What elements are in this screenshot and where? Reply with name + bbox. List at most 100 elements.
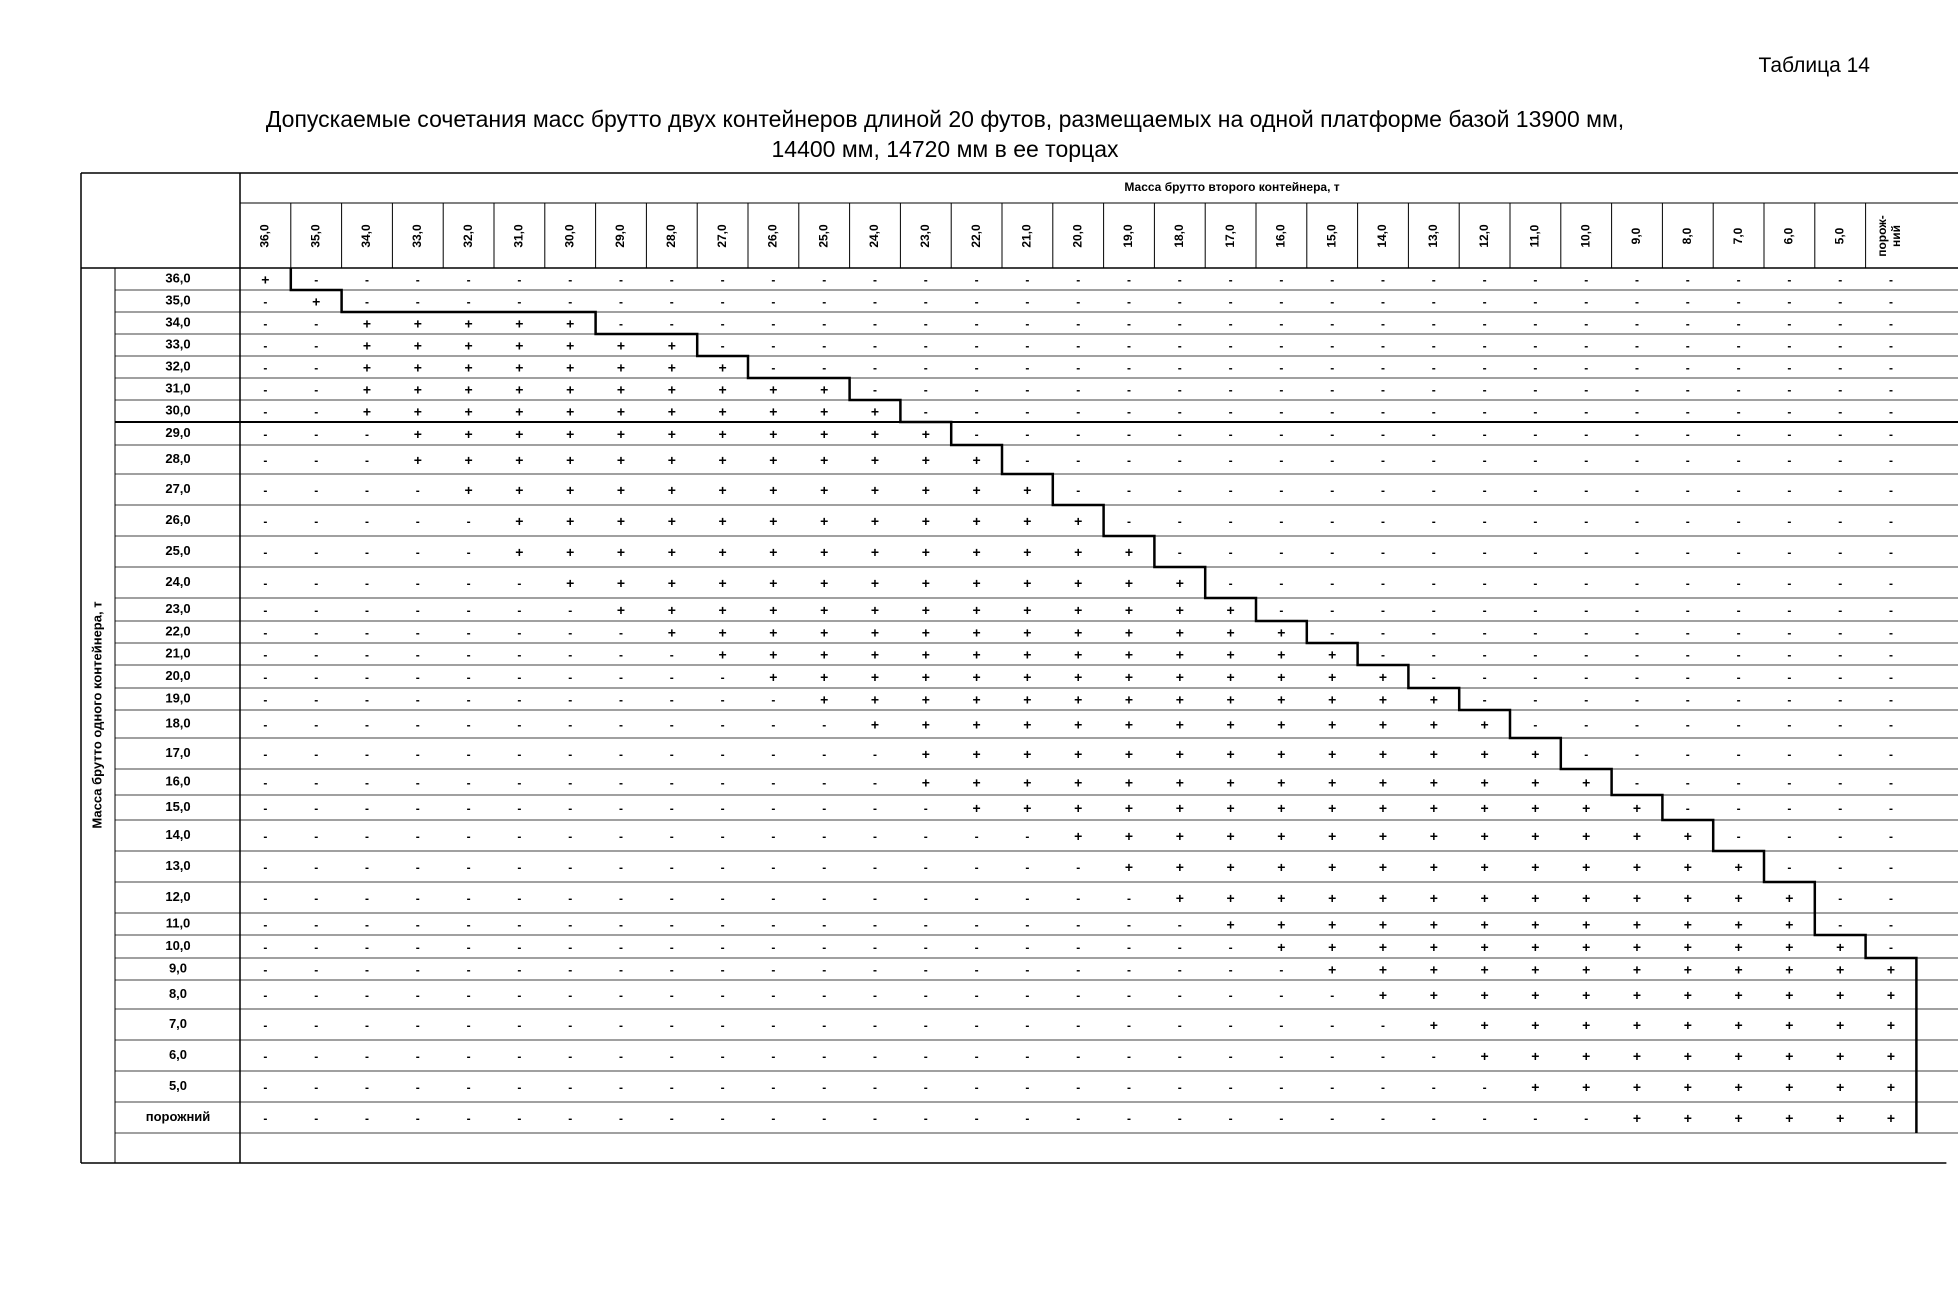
cell-disallowed: - — [873, 802, 877, 816]
cell-disallowed: - — [822, 892, 826, 906]
cell-disallowed: - — [1279, 1019, 1283, 1033]
cell-disallowed: - — [365, 1081, 369, 1095]
cell-allowed: + — [1684, 939, 1692, 955]
cell-disallowed: - — [670, 861, 674, 875]
cell-disallowed: - — [1025, 1019, 1029, 1033]
cell-disallowed: - — [822, 1081, 826, 1095]
cell-allowed: + — [820, 426, 828, 442]
cell-allowed: + — [1582, 775, 1590, 791]
cell-allowed: + — [1735, 939, 1743, 955]
cell-disallowed: - — [314, 963, 318, 977]
cell-disallowed: - — [1229, 963, 1233, 977]
cell-disallowed: - — [771, 830, 775, 844]
cell-allowed: + — [1227, 800, 1235, 816]
cell-allowed: + — [871, 513, 879, 529]
cell-disallowed: - — [314, 648, 318, 662]
cell-disallowed: - — [568, 604, 572, 618]
cell-allowed: + — [1836, 962, 1844, 978]
column-mass-label: 20,0 — [1070, 224, 1084, 248]
cell-disallowed: - — [1838, 546, 1842, 560]
cell-disallowed: - — [873, 1050, 877, 1064]
row-mass-label: 20,0 — [165, 668, 190, 683]
cell-disallowed: - — [365, 748, 369, 762]
cell-disallowed: - — [1838, 626, 1842, 640]
cell-allowed: + — [1481, 828, 1489, 844]
cell-allowed: + — [1836, 987, 1844, 1003]
cell-disallowed: - — [1076, 989, 1080, 1003]
cell-disallowed: - — [670, 776, 674, 790]
cell-disallowed: - — [365, 577, 369, 591]
cell-disallowed: - — [619, 693, 623, 707]
cell-allowed: + — [1277, 939, 1285, 955]
cell-allowed: + — [1531, 890, 1539, 906]
cell-disallowed: - — [1025, 918, 1029, 932]
cell-allowed: + — [820, 647, 828, 663]
cell-disallowed: - — [1533, 317, 1537, 331]
cell-disallowed: - — [721, 273, 725, 287]
cell-disallowed: - — [1533, 693, 1537, 707]
cell-disallowed: - — [1635, 383, 1639, 397]
cell-disallowed: - — [1432, 295, 1436, 309]
cell-disallowed: - — [365, 1019, 369, 1033]
cell-allowed: + — [871, 717, 879, 733]
cell-disallowed: - — [314, 918, 318, 932]
cell-disallowed: - — [1127, 428, 1131, 442]
cell-allowed: + — [1430, 1017, 1438, 1033]
cell-disallowed: - — [721, 861, 725, 875]
cell-disallowed: - — [1127, 941, 1131, 955]
cell-allowed: + — [465, 316, 473, 332]
cell-allowed: + — [820, 452, 828, 468]
cell-allowed: + — [1785, 917, 1793, 933]
cell-disallowed: - — [619, 317, 623, 331]
cell-disallowed: - — [975, 918, 979, 932]
cell-allowed: + — [1481, 859, 1489, 875]
cell-disallowed: - — [1483, 273, 1487, 287]
cell-disallowed: - — [1737, 484, 1741, 498]
cell-disallowed: - — [1838, 671, 1842, 685]
document-title: Допускаемые сочетания масс брутто двух к… — [160, 104, 1730, 164]
cell-disallowed: - — [1584, 428, 1588, 442]
cell-allowed: + — [1023, 647, 1031, 663]
cell-disallowed: - — [263, 989, 267, 1003]
cell-disallowed: - — [619, 918, 623, 932]
cell-allowed: + — [1328, 647, 1336, 663]
cell-allowed: + — [414, 404, 422, 420]
cell-disallowed: - — [1686, 383, 1690, 397]
cell-disallowed: - — [416, 671, 420, 685]
cell-disallowed: - — [263, 626, 267, 640]
cell-disallowed: - — [467, 941, 471, 955]
cell-disallowed: - — [1838, 577, 1842, 591]
cell-allowed: + — [1023, 717, 1031, 733]
cell-disallowed: - — [1889, 626, 1893, 640]
row-mass-label: 32,0 — [165, 358, 190, 373]
cell-allowed: + — [1176, 625, 1184, 641]
cell-allowed: + — [922, 717, 930, 733]
cell-disallowed: - — [1737, 454, 1741, 468]
cell-disallowed: - — [416, 830, 420, 844]
cell-disallowed: - — [314, 405, 318, 419]
cell-disallowed: - — [1635, 748, 1639, 762]
cell-allowed: + — [719, 513, 727, 529]
cell-allowed: + — [1633, 890, 1641, 906]
cell-disallowed: - — [1838, 861, 1842, 875]
cell-allowed: + — [973, 647, 981, 663]
cell-allowed: + — [1277, 775, 1285, 791]
cell-disallowed: - — [568, 626, 572, 640]
cell-allowed: + — [515, 360, 523, 376]
cell-disallowed: - — [1483, 383, 1487, 397]
cell-allowed: + — [820, 602, 828, 618]
cell-disallowed: - — [924, 892, 928, 906]
cell-allowed: + — [668, 482, 676, 498]
cell-disallowed: - — [1025, 1050, 1029, 1064]
cell-disallowed: - — [1483, 626, 1487, 640]
cell-disallowed: - — [1279, 989, 1283, 1003]
cell-disallowed: - — [263, 1050, 267, 1064]
row-header-label: Масса брутто одного контейнера, т — [89, 601, 104, 828]
cell-allowed: + — [668, 382, 676, 398]
cell-disallowed: - — [1635, 295, 1639, 309]
cell-allowed: + — [1633, 800, 1641, 816]
cell-disallowed: - — [873, 1019, 877, 1033]
cell-disallowed: - — [771, 748, 775, 762]
cell-disallowed: - — [1279, 604, 1283, 618]
cell-disallowed: - — [771, 989, 775, 1003]
